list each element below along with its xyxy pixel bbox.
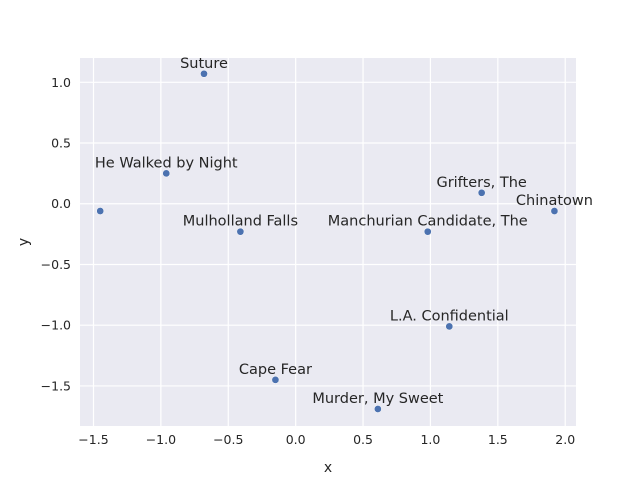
x-tick-label: 0.5	[353, 432, 373, 447]
x-tick-label: 2.0	[555, 432, 575, 447]
x-tick-label: 1.5	[488, 432, 508, 447]
data-point-label: Suture	[180, 56, 228, 72]
y-gridlines	[80, 81, 576, 387]
data-points	[96, 69, 559, 413]
data-point-label: He Walked by Night	[95, 155, 238, 171]
data-point	[271, 375, 280, 384]
y-tick-label: −1.5	[41, 378, 71, 393]
data-point-label: L.A. Confidential	[390, 308, 509, 324]
y-tick-label: 1.0	[51, 75, 71, 90]
x-axis-label: x	[324, 460, 332, 476]
point-labels: Suture He Walked by Night Mulholland Falls…	[95, 56, 593, 407]
data-point-label: Chinatown	[516, 193, 593, 209]
x-tick-label: 1.0	[420, 432, 440, 447]
data-point	[200, 69, 208, 78]
y-tick-labels: 1.0 0.5 0.0 −0.5 −1.0 −1.5	[41, 75, 71, 394]
y-tick-label: −1.0	[41, 318, 71, 333]
x-gridlines	[92, 58, 566, 426]
data-point	[96, 207, 105, 215]
data-point	[423, 227, 432, 236]
data-point	[162, 169, 171, 178]
data-point	[374, 405, 382, 413]
y-axis-label: y	[16, 238, 32, 246]
data-point	[550, 207, 559, 215]
y-tick-label: 0.5	[51, 136, 71, 151]
x-tick-labels: −1.5 −1.0 −0.5 0.0 0.5 1.0 1.5 2.0	[78, 432, 575, 447]
data-point-label: Grifters, The	[436, 175, 526, 191]
y-tick-label: 0.0	[51, 196, 71, 211]
data-point-label: Manchurian Candidate, The	[328, 214, 528, 230]
data-point	[445, 322, 454, 331]
data-point-label: Cape Fear	[239, 362, 312, 378]
data-point	[236, 227, 245, 236]
data-point-label: Mulholland Falls	[183, 214, 298, 230]
data-point-label: Murder, My Sweet	[312, 391, 443, 407]
x-tick-label: −0.5	[213, 432, 243, 447]
y-tick-label: −0.5	[41, 257, 71, 272]
data-point	[477, 188, 486, 197]
x-tick-label: 0.0	[286, 432, 306, 447]
x-tick-label: −1.0	[146, 432, 176, 447]
x-tick-label: −1.5	[78, 432, 108, 447]
plot-background	[80, 58, 576, 426]
